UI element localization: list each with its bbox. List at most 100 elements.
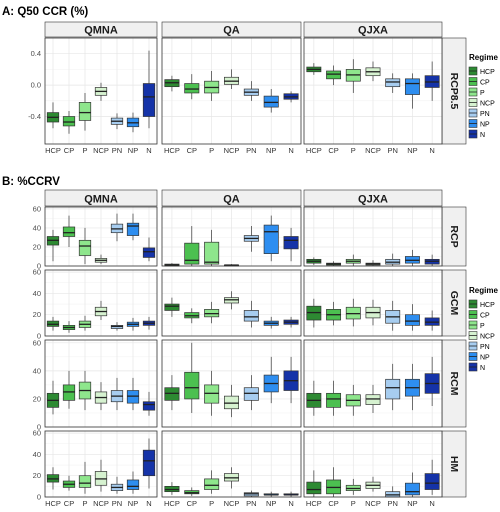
- facet-strip-top: [161, 189, 302, 207]
- box-n: [424, 61, 440, 101]
- box-iqr: [142, 449, 156, 477]
- panel-border: [161, 430, 302, 498]
- facet-label-gcm: GCM: [448, 291, 460, 316]
- box-n: [142, 316, 156, 330]
- box-ncp: [224, 467, 239, 489]
- y-tick-label: 60: [33, 429, 41, 438]
- facet-strip-right: [441, 339, 467, 428]
- box-n: [142, 50, 156, 129]
- x-tick-label: PN: [246, 146, 256, 155]
- facet-gcm-qjxa: [303, 269, 443, 337]
- box-n: [283, 227, 299, 262]
- panel-border: [44, 37, 158, 145]
- box-p: [204, 70, 220, 101]
- panel-border: [161, 339, 302, 428]
- facet-strip-right: [441, 37, 467, 145]
- x-tick-label: N: [288, 499, 293, 508]
- box-iqr: [365, 394, 381, 405]
- box-p: [78, 370, 92, 411]
- box-n: [142, 438, 156, 489]
- facet-rcp-qa: [161, 206, 302, 267]
- box-iqr: [78, 102, 92, 121]
- box-iqr: [263, 95, 279, 108]
- box-np: [126, 471, 140, 494]
- box-ncp: [94, 300, 108, 321]
- box-iqr: [78, 475, 92, 488]
- facet-rcp-qjxa: [303, 206, 443, 267]
- box-ncp: [365, 61, 381, 82]
- box-hcp: [164, 297, 180, 317]
- legend-title: Regime: [469, 53, 498, 62]
- box-p: [345, 59, 361, 93]
- box-pn: [243, 81, 259, 101]
- panel-border: [303, 37, 443, 145]
- facet-gcm-qa: [161, 269, 302, 337]
- facet-rcp85-qjxa: [303, 37, 443, 145]
- facet-rcp85-qmna: [44, 37, 158, 145]
- box-iqr: [142, 247, 156, 258]
- box-n: [283, 491, 299, 497]
- box-cp: [62, 111, 76, 134]
- box-ncp: [94, 382, 108, 411]
- box-pn: [110, 377, 124, 411]
- box-hcp: [306, 380, 322, 416]
- y-tick-label: 20: [33, 394, 41, 403]
- x-tick-label: N: [146, 146, 151, 155]
- y-tick-label: 0: [37, 423, 41, 432]
- box-iqr: [126, 222, 140, 236]
- x-tick-label: NCP: [224, 146, 240, 155]
- box-p: [78, 227, 92, 265]
- y-tick-label: 60: [33, 268, 41, 277]
- box-ncp: [365, 260, 381, 266]
- box-pn: [243, 300, 259, 328]
- box-ncp: [365, 299, 381, 326]
- x-tick-label: HCP: [306, 146, 322, 155]
- box-p: [204, 370, 220, 416]
- box-cp: [184, 226, 200, 266]
- box-p: [78, 315, 92, 331]
- box-np: [263, 491, 279, 497]
- legend-item-np: NP: [468, 119, 490, 129]
- facet-label-rcp85: RCP8.5: [448, 73, 460, 110]
- legend-label: P: [480, 323, 485, 330]
- box-p: [204, 301, 220, 324]
- legend-label: N: [480, 132, 485, 139]
- legend-item-hcp: HCP: [468, 66, 495, 76]
- legend-item-pn: PN: [468, 108, 490, 118]
- x-tick-label: NP: [128, 146, 138, 155]
- box-iqr: [164, 303, 180, 311]
- y-tick-label: 60: [33, 204, 41, 213]
- box-iqr: [204, 241, 220, 265]
- panel-border: [303, 430, 443, 498]
- x-tick-label: CP: [64, 499, 74, 508]
- box-n: [424, 310, 440, 331]
- box-n: [142, 237, 156, 262]
- box-cp: [326, 467, 342, 497]
- facet-rcm-qmna: [44, 339, 158, 428]
- x-tick-label: NCP: [93, 146, 109, 155]
- y-tick-label: 0: [37, 332, 41, 341]
- legend-label: PN: [480, 344, 490, 351]
- x-tick-label: NCP: [365, 499, 381, 508]
- box-hcp: [46, 229, 60, 262]
- panel-border: [161, 37, 302, 145]
- facet-label-rcm: RCM: [448, 372, 460, 396]
- box-iqr: [404, 482, 420, 496]
- y-tick-label: 0: [37, 493, 41, 502]
- x-tick-label: P: [209, 146, 214, 155]
- box-ncp: [94, 82, 108, 101]
- x-tick-label: NP: [407, 146, 417, 155]
- legend-item-hcp: HCP: [468, 299, 495, 309]
- box-pn: [110, 322, 124, 331]
- panel-border: [303, 269, 443, 337]
- legend-item-np: NP: [468, 352, 490, 362]
- box-pn: [243, 226, 259, 252]
- box-pn: [110, 476, 124, 494]
- x-tick-label: NCP: [93, 499, 109, 508]
- x-tick-label: NCP: [365, 146, 381, 155]
- facet-strip-top: [303, 21, 443, 38]
- box-ncp: [224, 291, 239, 310]
- panel-border: [303, 206, 443, 267]
- y-tick-label: 40: [33, 223, 41, 232]
